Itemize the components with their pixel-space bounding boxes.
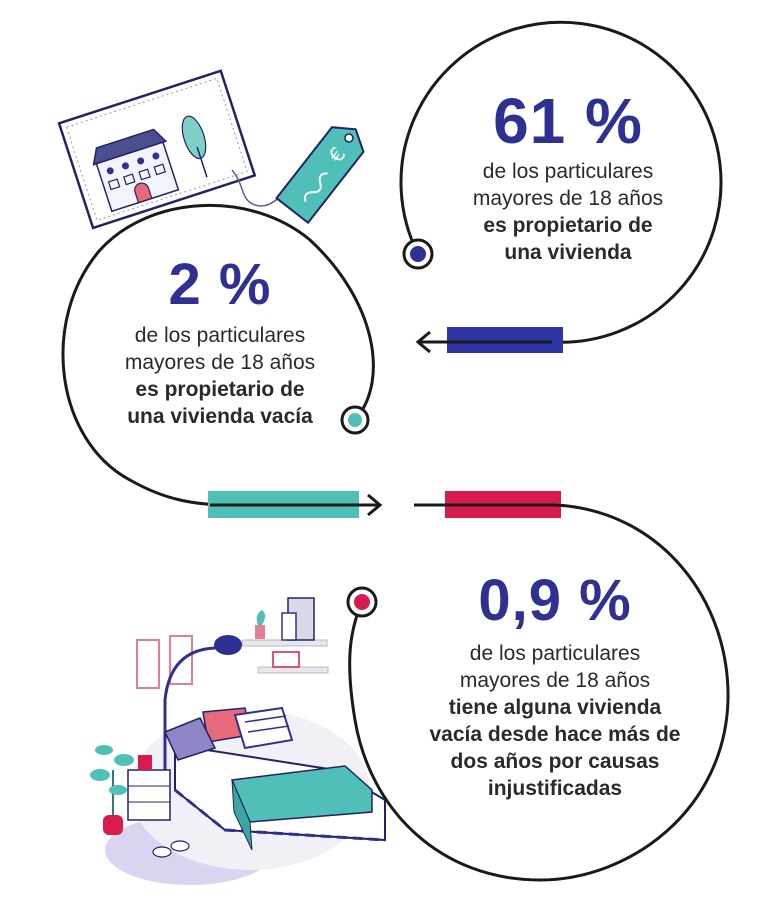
stat-text-bold-line: es propietario de (483, 214, 653, 237)
stat-text-line: mayores de 18 años (124, 351, 316, 374)
stat-text-line: de los particulares (469, 642, 641, 665)
house-card-with-euro-price-tag-icon: € (57, 69, 365, 230)
stat-text-line: de los particulares (482, 160, 654, 183)
stat-unjustified-empty-homes: 0,9 % de los particulares mayores de 18 … (405, 568, 705, 802)
stat-text-bold-line: vacía desde hace más de (429, 723, 681, 746)
stat-text-bold-line: tiene alguna vivienda (448, 696, 662, 719)
stat-value: 2 % (168, 252, 272, 317)
stat-value: 0,9 % (478, 568, 632, 633)
stat-text-line: de los particulares (134, 324, 306, 347)
bedroom-with-bed-lamp-and-plant-icon (90, 597, 386, 885)
stat-text-line: mayores de 18 años (459, 669, 651, 692)
circle-1 (399, 20, 723, 344)
connector-arrow-left (415, 327, 563, 354)
circle-3 (346, 491, 730, 882)
connector-arrow-right (208, 491, 383, 518)
stat-text-bold-line: injustificadas (487, 777, 623, 800)
circle-2 (61, 204, 375, 507)
stat-value: 61 % (493, 85, 643, 157)
stat-text-bold-line: una vivienda (504, 241, 632, 264)
stat-text-bold-line: dos años por causas (450, 750, 660, 773)
stat-owners: 61 % de los particulares mayores de 18 a… (448, 88, 688, 266)
stat-text-line: mayores de 18 años (472, 187, 664, 210)
stat-text-bold-line: es propietario de (135, 378, 305, 401)
stat-empty-home-owners: 2 % de los particulares mayores de 18 añ… (100, 252, 340, 430)
stat-text-bold-line: una vivienda vacía (127, 405, 313, 428)
